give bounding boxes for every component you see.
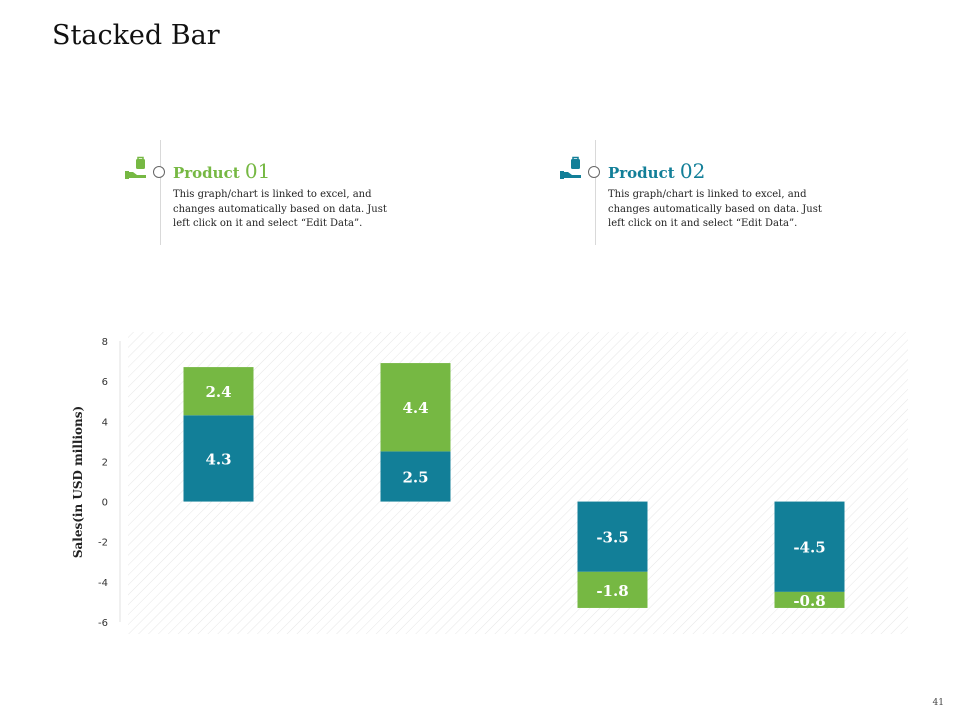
hand-holding-bag-icon xyxy=(125,156,146,179)
bar-data-label: 2.4 xyxy=(205,383,231,401)
bar-data-label: -0.8 xyxy=(793,592,825,610)
y-tick-label: -6 xyxy=(98,618,108,629)
bar-data-label: -1.8 xyxy=(596,582,628,600)
y-tick-label: 2 xyxy=(102,457,108,468)
legend-label: Product xyxy=(173,164,245,182)
bar-segment xyxy=(183,367,254,416)
hand-holding-bag-icon xyxy=(560,156,581,179)
y-tick-label: 0 xyxy=(102,498,108,509)
bar-data-label: 2.5 xyxy=(402,468,428,486)
legend-divider xyxy=(160,140,161,245)
page-number: 41 xyxy=(932,698,944,708)
bar-segment xyxy=(577,501,648,572)
y-axis-title: Sales(in USD millions) xyxy=(71,406,85,558)
bar-segment xyxy=(577,571,648,608)
legend-heading: Product 01 xyxy=(173,159,270,183)
legend-description: This graph/chart is linked to excel, and… xyxy=(608,189,822,229)
legend-description: This graph/chart is linked to excel, and… xyxy=(173,189,387,229)
legend-product-02: Product 02 This graph/chart is linked to… xyxy=(560,140,855,245)
legend-heading: Product 02 xyxy=(608,159,705,183)
bar-segment xyxy=(380,363,451,452)
legend-divider xyxy=(595,140,596,245)
y-tick-label: 4 xyxy=(102,417,108,428)
y-tick-label: -4 xyxy=(98,578,108,589)
data-labels: 4.3 2.4 2.5 4.4 -3.5 -1.8 -4.5 -0.8 xyxy=(205,383,825,610)
legend-product-01: Product 01 This graph/chart is linked to… xyxy=(125,140,420,245)
bars xyxy=(183,363,845,608)
bar-data-label: 4.3 xyxy=(205,450,231,468)
bar-segment xyxy=(774,501,845,592)
bar-data-label: -3.5 xyxy=(596,529,628,547)
legend-number: 02 xyxy=(679,159,706,183)
slide-title: Stacked Bar xyxy=(52,20,220,51)
legend-label: Product xyxy=(608,164,680,182)
bar-data-label: -4.5 xyxy=(793,539,825,557)
y-axis-ticks: 8 6 4 2 0 -2 -4 -6 xyxy=(98,337,108,629)
bar-segment xyxy=(774,591,845,608)
y-tick-label: -2 xyxy=(98,538,108,549)
legend-number: 01 xyxy=(244,159,271,183)
y-tick-label: 6 xyxy=(102,377,108,388)
bar-segment xyxy=(380,451,451,502)
bar-data-label: 4.4 xyxy=(402,399,428,417)
bar-segment xyxy=(183,415,254,502)
legend-marker xyxy=(153,166,165,178)
y-tick-label: 8 xyxy=(102,337,108,348)
legend-marker xyxy=(588,166,600,178)
